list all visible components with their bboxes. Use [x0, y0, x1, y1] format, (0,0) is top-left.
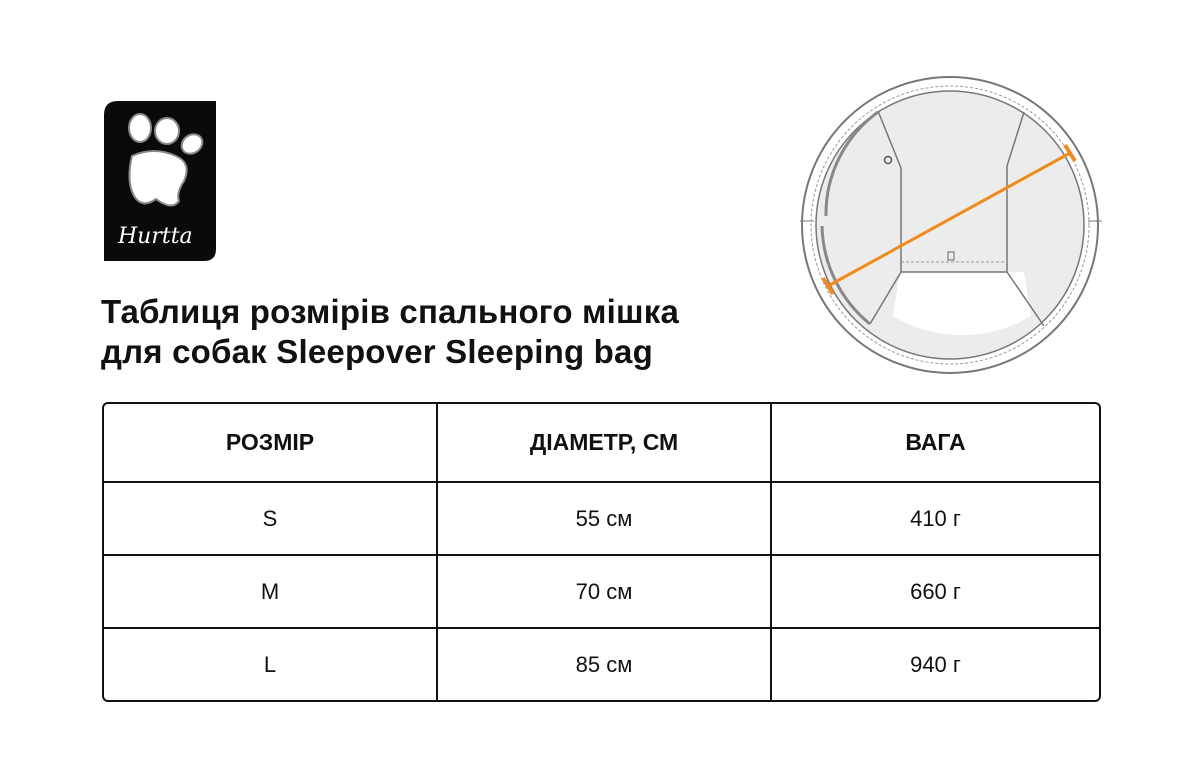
table-row: M 70 см 660 г: [104, 556, 1099, 629]
cell-size: S: [104, 483, 438, 556]
cell-diameter: 70 см: [438, 556, 772, 629]
header-weight: ВАГА: [772, 404, 1099, 483]
cell-size: L: [104, 629, 438, 700]
table-row: S 55 см 410 г: [104, 483, 1099, 556]
table-row: L 85 см 940 г: [104, 629, 1099, 700]
cell-weight: 940 г: [910, 651, 961, 677]
cell-weight: 410 г: [772, 483, 1099, 556]
logo-wordmark: Hurtta: [117, 224, 193, 249]
cell-diameter: 85 см: [438, 629, 772, 700]
header-size: РОЗМІР: [104, 404, 438, 483]
table-header-row: РОЗМІР ДІАМЕТР, СМ ВАГА: [104, 404, 1099, 483]
diameter-line: [827, 151, 1071, 288]
size-table: РОЗМІР ДІАМЕТР, СМ ВАГА S 55 см 410 г M …: [102, 402, 1101, 702]
sleeping-bag-diagram: [798, 76, 1104, 378]
cell-diameter: 55 см: [438, 483, 772, 556]
title-line-2: для собак Sleepover Sleeping bag: [101, 333, 653, 370]
cell-weight: 660 г: [772, 556, 1099, 629]
header-diameter: ДІАМЕТР, СМ: [438, 404, 772, 483]
page-title: Таблиця розмірів спального мішка для соб…: [101, 292, 679, 372]
cell-size: M: [104, 556, 438, 629]
title-line-1: Таблиця розмірів спального мішка: [101, 293, 680, 330]
hurtta-logo: Hurtta: [104, 101, 216, 261]
